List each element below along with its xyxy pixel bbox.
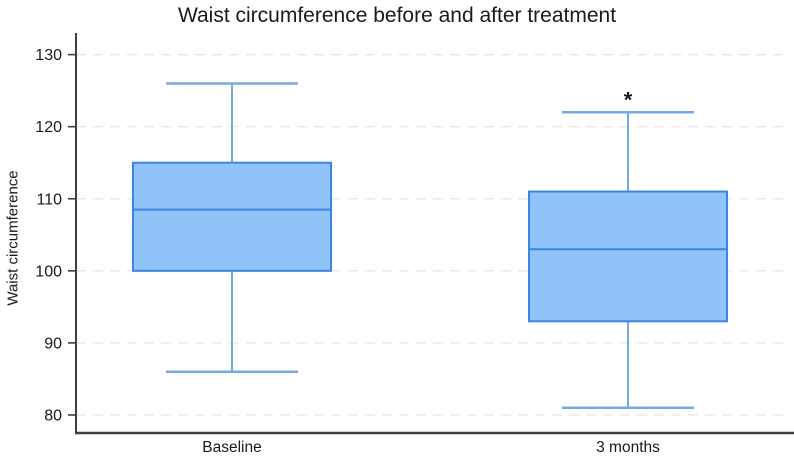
y-tick-label: 100 [35, 263, 62, 280]
y-tick-label: 120 [35, 119, 62, 136]
chart-title: Waist circumference before and after tre… [177, 4, 617, 27]
x-category-label: Baseline [202, 439, 261, 456]
y-axis-label: Waist circumference [4, 170, 22, 306]
y-tick-label: 110 [36, 191, 62, 208]
x-category-label: 3 months [596, 439, 660, 456]
significance-asterisk: * [624, 87, 633, 112]
y-tick-label: 90 [44, 335, 62, 352]
y-tick-label: 80 [44, 407, 62, 424]
iqr-box [528, 190, 728, 323]
iqr-box [132, 161, 332, 272]
y-tick-label: 130 [35, 47, 62, 64]
